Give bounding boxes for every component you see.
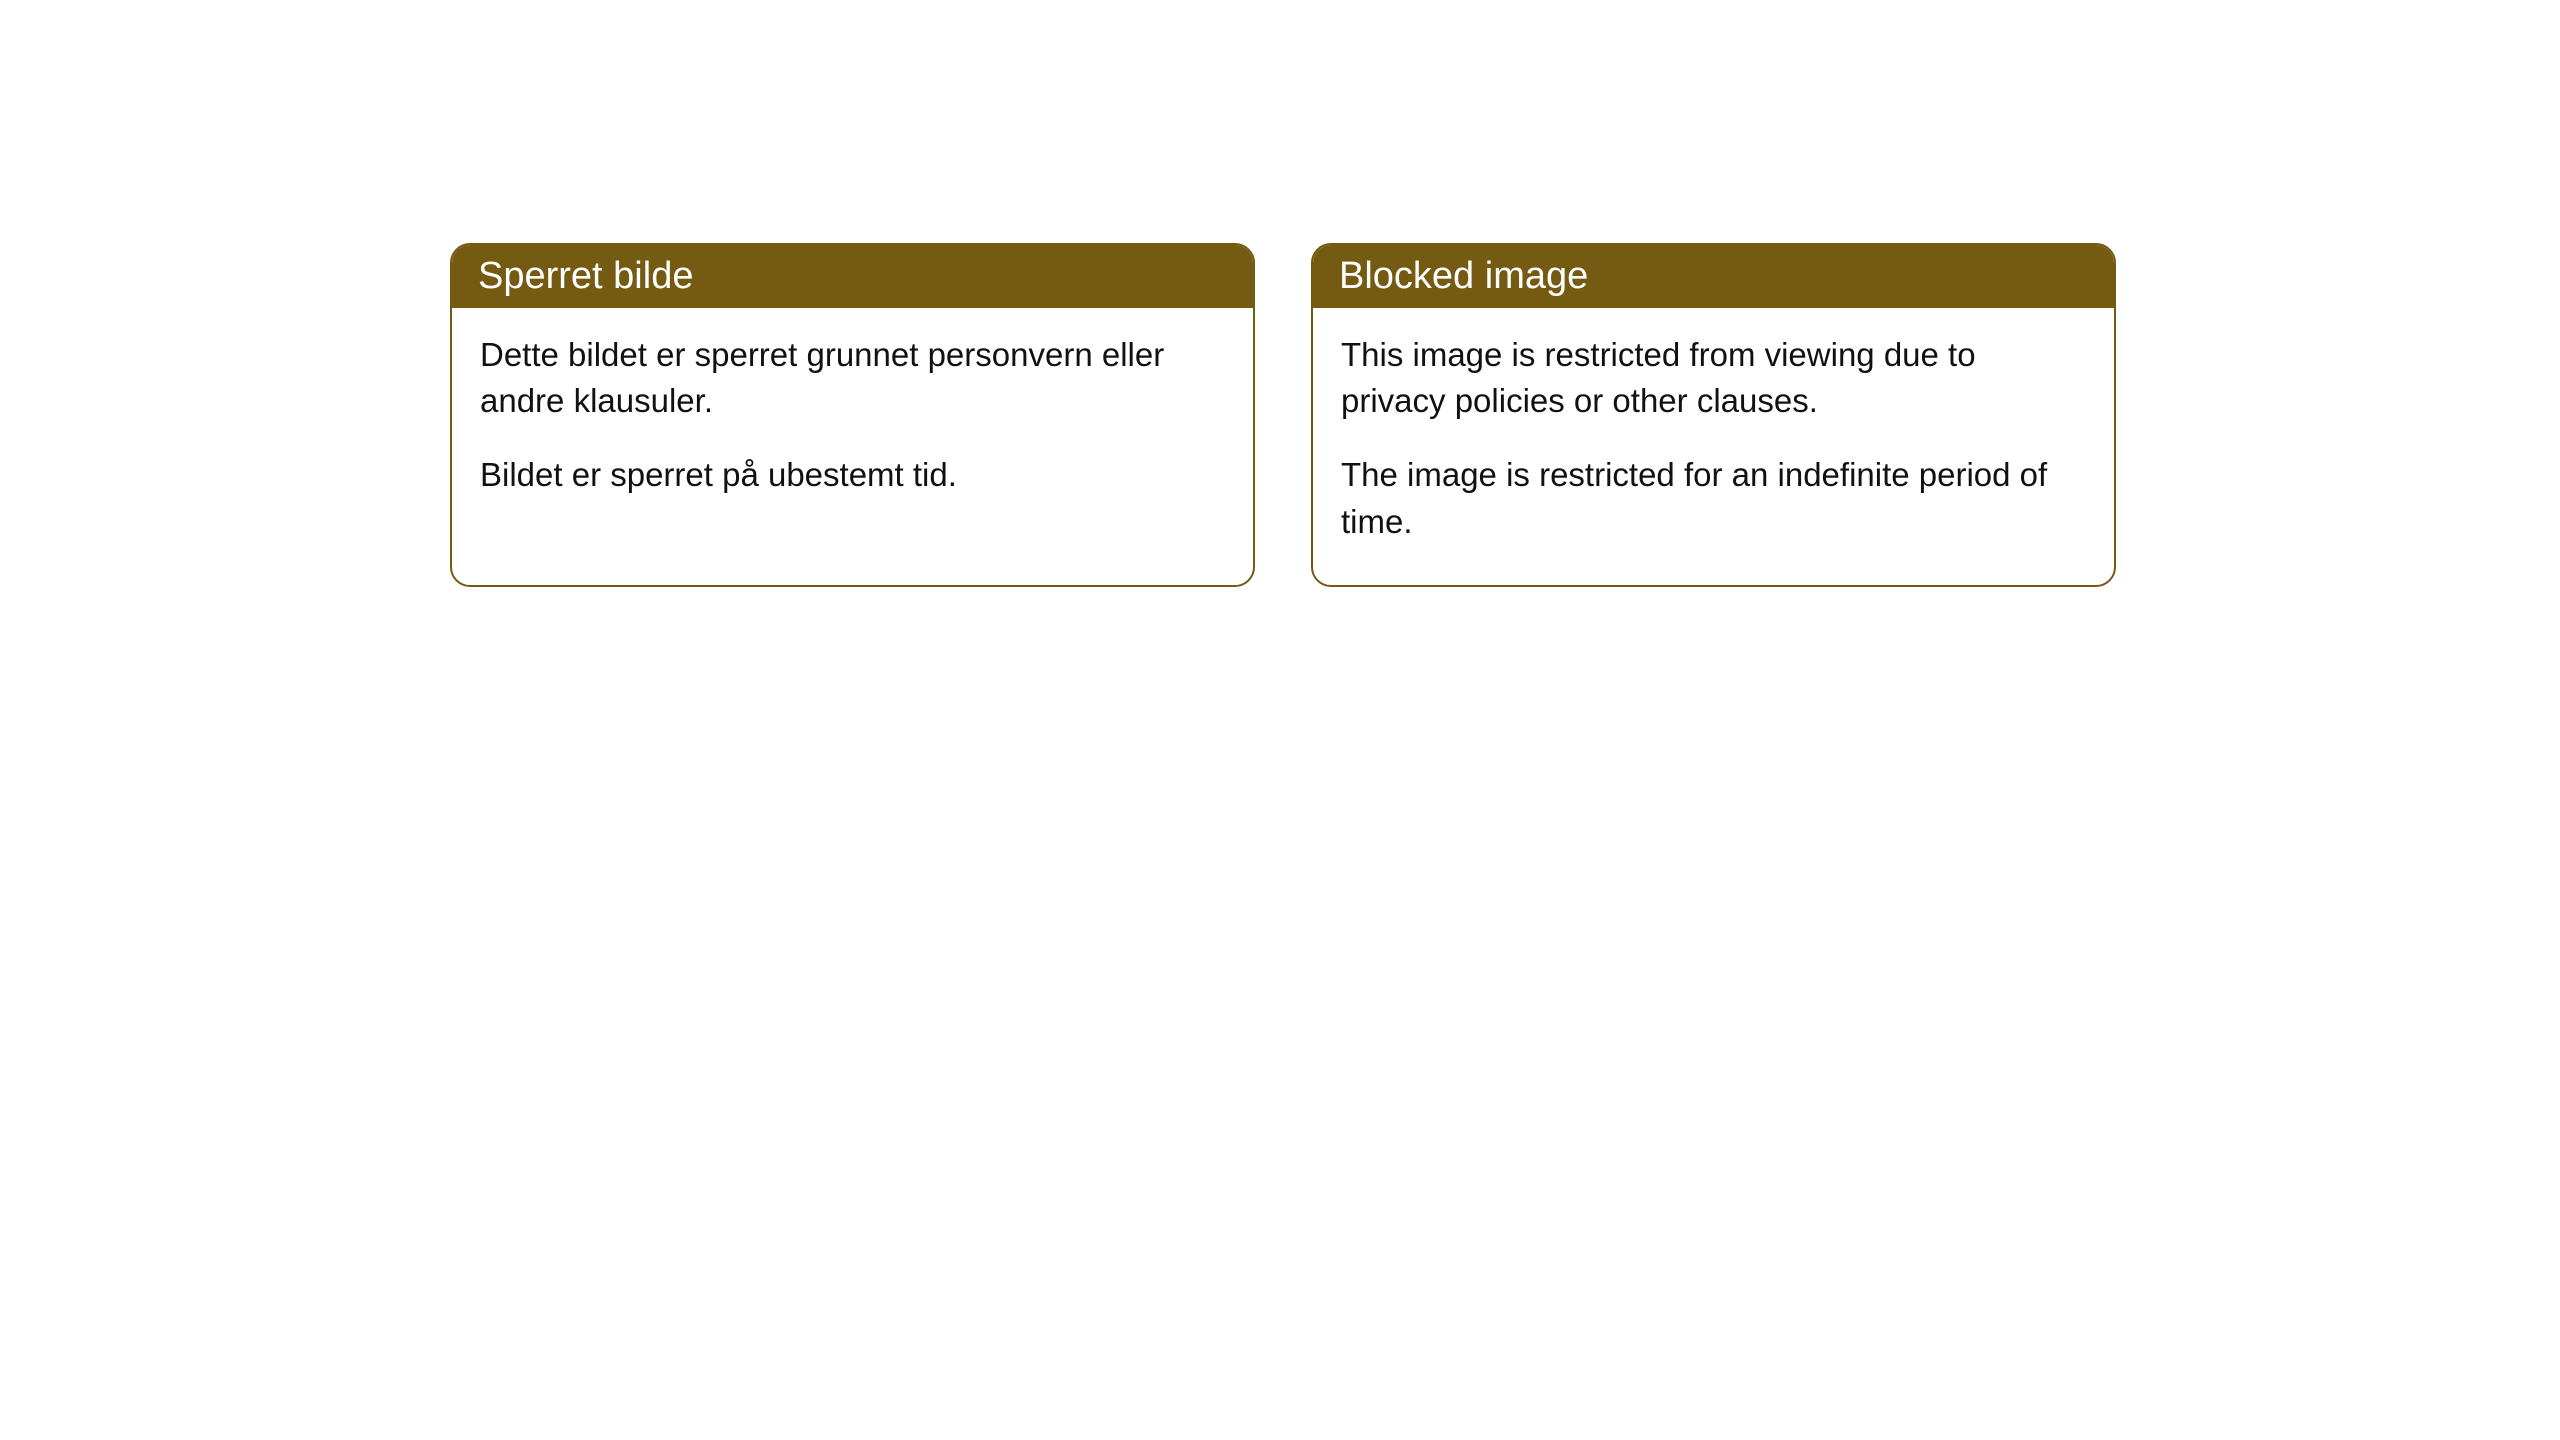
cards-container: Sperret bilde Dette bildet er sperret gr… (450, 243, 2116, 587)
card-header-english: Blocked image (1313, 245, 2114, 308)
card-paragraph: This image is restricted from viewing du… (1341, 332, 2086, 424)
card-paragraph: The image is restricted for an indefinit… (1341, 452, 2086, 544)
card-header-norwegian: Sperret bilde (452, 245, 1253, 308)
card-title: Blocked image (1339, 255, 1588, 297)
card-english: Blocked image This image is restricted f… (1311, 243, 2116, 587)
card-body-norwegian: Dette bildet er sperret grunnet personve… (452, 308, 1253, 539)
card-title: Sperret bilde (478, 255, 693, 297)
card-norwegian: Sperret bilde Dette bildet er sperret gr… (450, 243, 1255, 587)
card-paragraph: Bildet er sperret på ubestemt tid. (480, 452, 1225, 498)
card-body-english: This image is restricted from viewing du… (1313, 308, 2114, 585)
card-paragraph: Dette bildet er sperret grunnet personve… (480, 332, 1225, 424)
